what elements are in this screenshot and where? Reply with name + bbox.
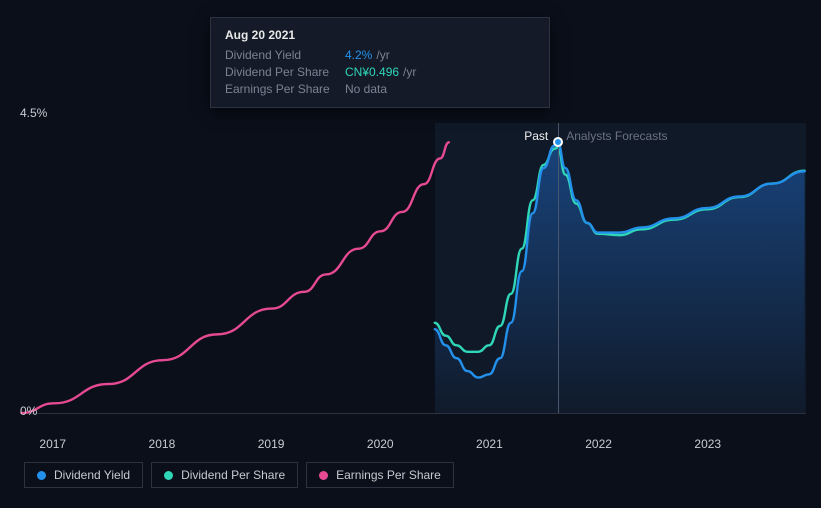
legend-dot-icon (164, 471, 173, 480)
legend: Dividend Yield Dividend Per Share Earnin… (24, 462, 454, 488)
legend-label: Dividend Per Share (181, 468, 285, 482)
legend-dot-icon (37, 471, 46, 480)
x-tick: 2020 (367, 437, 394, 451)
tooltip-suffix: /yr (403, 65, 416, 79)
plot-area[interactable] (20, 123, 806, 414)
legend-dot-icon (319, 471, 328, 480)
tooltip-label: Dividend Per Share (225, 65, 345, 79)
past-label: Past (524, 129, 548, 143)
forecast-label: Analysts Forecasts (566, 129, 667, 143)
tooltip-suffix: /yr (376, 48, 389, 62)
y-tick-min: 0% (20, 404, 37, 418)
x-tick: 2019 (258, 437, 285, 451)
tooltip-row-dividend-per-share: Dividend Per Share CN¥0.496 /yr (225, 65, 535, 79)
tooltip-label: Dividend Yield (225, 48, 345, 62)
x-tick: 2021 (476, 437, 503, 451)
y-tick-max: 4.5% (20, 106, 47, 120)
tooltip-value: No data (345, 82, 387, 96)
x-tick: 2018 (149, 437, 176, 451)
tooltip-label: Earnings Per Share (225, 82, 345, 96)
tooltip-value: 4.2% (345, 48, 372, 62)
dividend-chart: 4.5% 0% Past Analysts Forecasts Aug 20 2… (0, 0, 821, 508)
legend-label: Dividend Yield (54, 468, 130, 482)
cursor-line (558, 123, 559, 413)
tooltip-value: CN¥0.496 (345, 65, 399, 79)
legend-item-dividend-yield[interactable]: Dividend Yield (24, 462, 143, 488)
tooltip-row-earnings-per-share: Earnings Per Share No data (225, 82, 535, 96)
legend-item-dividend-per-share[interactable]: Dividend Per Share (151, 462, 298, 488)
line-layer (20, 123, 806, 413)
legend-label: Earnings Per Share (336, 468, 441, 482)
x-tick: 2017 (39, 437, 66, 451)
x-tick: 2022 (585, 437, 612, 451)
tooltip-row-dividend-yield: Dividend Yield 4.2% /yr (225, 48, 535, 62)
hover-tooltip: Aug 20 2021 Dividend Yield 4.2% /yr Divi… (210, 17, 550, 108)
x-tick: 2023 (694, 437, 721, 451)
tooltip-date: Aug 20 2021 (225, 28, 535, 42)
legend-item-earnings-per-share[interactable]: Earnings Per Share (306, 462, 454, 488)
cursor-dot (553, 137, 563, 147)
